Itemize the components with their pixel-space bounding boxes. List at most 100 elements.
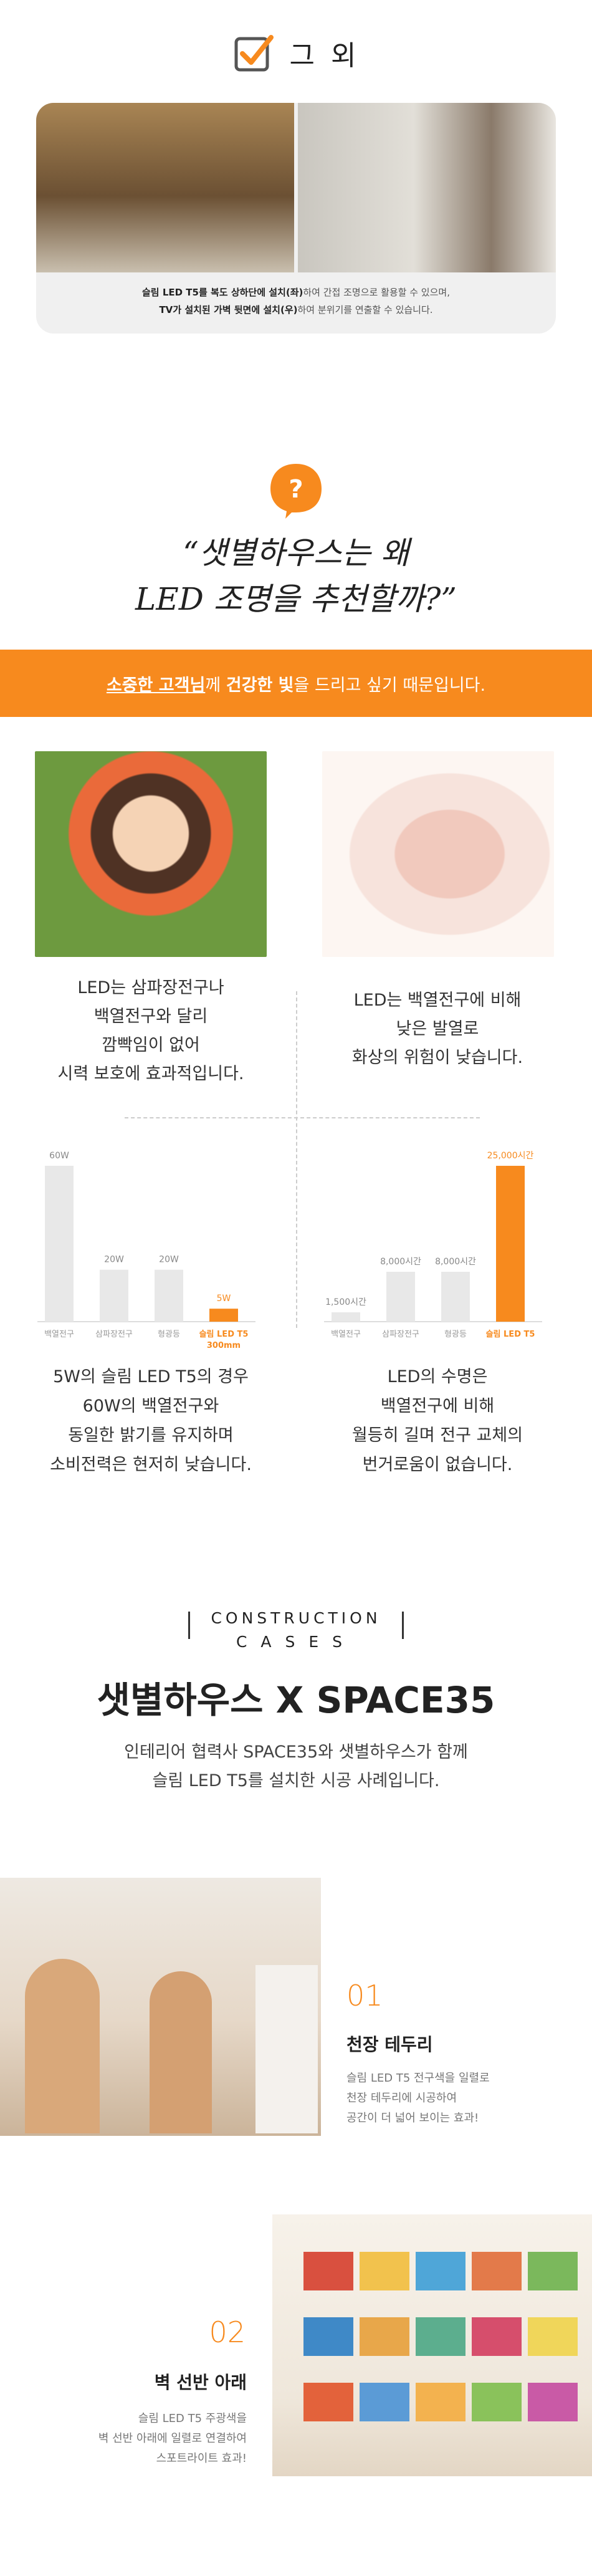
shelf <box>255 1965 318 2133</box>
question-mark: ? <box>289 475 303 504</box>
lifespan-bar <box>332 1312 360 1322</box>
benefit-right-line: 낮은 발열로 <box>396 1019 479 1039</box>
question-badge-icon: ? <box>267 461 325 520</box>
power-chart: 60W 백열전구 20W 삼파장전구 20W 형광등 5W 슬림 LED T5 300mm <box>37 1151 255 1350</box>
book <box>303 2252 353 2290</box>
lifespan-value-label: 8,000시간 <box>435 1257 476 1267</box>
power-value-label: 20W <box>104 1255 124 1265</box>
etc-caption: 슬림 LED T5를 복도 상하단에 설치(좌)하여 간접 조명으로 활용할 수… <box>36 284 556 319</box>
lifespan-desc-line: 번거로움이 없습니다. <box>362 1455 513 1474</box>
reason-banner: 소중한 고객님께 건강한 빛을 드리고 싶기 때문입니다. <box>0 650 592 717</box>
power-category-label: 슬림 LED T5 <box>199 1330 249 1339</box>
lifespan-category-label: 슬림 LED T5 <box>486 1330 535 1339</box>
case2-desc-line: 벽 선반 아래에 일렬로 연결하여 <box>98 2432 247 2445</box>
divider-horizontal <box>125 1117 480 1118</box>
book <box>472 2317 522 2356</box>
benefit-left-line: 깜빡임이 없어 <box>102 1036 200 1055</box>
lifespan-desc-line: LED의 수명은 <box>387 1367 488 1387</box>
benefit-low-heat: LED는 백열전구에 비해 낮은 발열로 화상의 위험이 낮습니다. <box>324 986 551 1072</box>
case2-desc-line: 스포트라이트 효과! <box>156 2452 247 2465</box>
book <box>416 2383 465 2421</box>
banner-healthy-light: 건강한 빛 <box>226 675 294 695</box>
benefit-right-line: LED는 백열전구에 비해 <box>353 991 522 1010</box>
book <box>416 2317 465 2356</box>
caption-line1-bold: 슬림 LED T5를 복도 상하단에 설치(좌) <box>142 287 303 298</box>
power-bar <box>209 1309 238 1322</box>
banner-text1: 께 <box>205 675 226 695</box>
benefit-right-line: 화상의 위험이 낮습니다. <box>351 1048 523 1067</box>
book <box>472 2252 522 2290</box>
cc-bar-left <box>188 1612 190 1639</box>
case1-number: 01 <box>346 1979 383 2012</box>
corridor-photo <box>36 103 294 272</box>
question-title-line2: LED 조명을 추천할까?” <box>135 581 457 617</box>
case1-desc-line: 천장 테두리에 시공하여 <box>346 2092 457 2105</box>
living-room-photo <box>298 103 556 272</box>
case2-number: 02 <box>209 2315 246 2349</box>
power-bar <box>155 1269 183 1322</box>
caption-line2-rest: 하여 분위기를 연출할 수 있습니다. <box>297 304 433 315</box>
checkbox-check-icon <box>232 31 276 75</box>
book <box>360 2252 409 2290</box>
power-value-label: 60W <box>49 1151 69 1161</box>
arched-door <box>25 1959 100 2133</box>
shelf-row <box>303 2317 578 2356</box>
banner-text2: 을 드리고 싶기 때문입니다. <box>294 675 486 695</box>
power-value-label: 5W <box>217 1294 231 1304</box>
book <box>416 2252 465 2290</box>
case2-desc-line: 슬림 LED T5 주광색을 <box>138 2412 247 2425</box>
case1-name: 천장 테두리 <box>346 2034 433 2055</box>
lifespan-category-label: 백열전구 <box>331 1330 361 1339</box>
cases-title: 샛별하우스 X SPACE35 <box>97 1679 495 1721</box>
benefit-eye-protection: LED는 삼파장전구나 백열전구와 달리 깜빡임이 없어 시력 보호에 효과적입… <box>37 974 264 1089</box>
etc-title: 그 외 <box>289 40 360 72</box>
shelf-row <box>303 2252 578 2290</box>
power-bar <box>45 1166 74 1322</box>
banner-customer: 소중한 고객님 <box>106 675 206 695</box>
power-description: 5W의 슬림 LED T5의 경우 60W의 백열전구와 동일한 밝기를 유지하… <box>37 1362 264 1479</box>
book <box>472 2383 522 2421</box>
book <box>303 2317 353 2356</box>
lifespan-bar <box>441 1272 470 1322</box>
lifespan-category-label: 형광등 <box>444 1330 467 1339</box>
power-category-label: 형광등 <box>158 1330 180 1339</box>
book <box>360 2317 409 2356</box>
book <box>528 2252 578 2290</box>
book <box>303 2383 353 2421</box>
lifespan-bar <box>496 1166 525 1322</box>
cases-sub-line1: 인테리어 협력사 SPACE35와 샛별하우스가 함께 <box>124 1742 468 1762</box>
case2-name: 벽 선반 아래 <box>154 2372 247 2393</box>
benefit-left-line: 백열전구와 달리 <box>93 1007 208 1026</box>
case2-photo <box>272 2214 592 2476</box>
lifespan-value-label: 25,000시간 <box>487 1151 534 1161</box>
lifespan-desc-line: 월등히 길며 전구 교체의 <box>351 1426 523 1445</box>
cases-subtitle: 인테리어 협력사 SPACE35와 샛별하우스가 함께 슬림 LED T5를 설… <box>0 1738 592 1795</box>
case1-description: 슬림 LED T5 전구색을 일렬로 천장 테두리에 시공하여 공간이 더 넓어… <box>346 2069 490 2128</box>
cc-heading-line1: CONSTRUCTION <box>211 1609 381 1627</box>
caption-line2-bold: TV가 설치된 가벽 뒷면에 설치(우) <box>159 304 298 315</box>
lifespan-category-label: 삼파장전구 <box>382 1330 419 1339</box>
power-category-label: 삼파장전구 <box>95 1330 133 1339</box>
lifespan-desc-line: 백열전구에 비해 <box>380 1396 495 1416</box>
lifespan-description: LED의 수명은 백열전구에 비해 월등히 길며 전구 교체의 번거로움이 없습… <box>324 1362 551 1479</box>
benefit-left-line: LED는 삼파장전구나 <box>77 978 224 997</box>
cases-sub-line2: 슬림 LED T5를 설치한 시공 사례입니다. <box>152 1771 440 1790</box>
lifespan-bar <box>386 1272 415 1322</box>
shelf-row <box>303 2383 578 2421</box>
book <box>360 2383 409 2421</box>
cc-bar-right <box>402 1612 404 1639</box>
book <box>528 2383 578 2421</box>
power-category-label: 300mm <box>207 1341 241 1350</box>
arched-door <box>150 1971 212 2133</box>
case1-photo <box>0 1878 321 2136</box>
question-title-line1: “샛별하우스는 왜 <box>183 535 409 571</box>
power-desc-line: 5W의 슬림 LED T5의 경우 <box>53 1367 249 1387</box>
book <box>528 2317 578 2356</box>
case1-desc-line: 공간이 더 넓어 보이는 효과! <box>346 2112 479 2125</box>
power-desc-line: 60W의 백열전구와 <box>82 1396 219 1416</box>
etc-header: 그 외 <box>0 25 592 81</box>
power-desc-line: 동일한 밝기를 유지하며 <box>68 1426 234 1445</box>
caption-line1-rest: 하여 간접 조명으로 활용할 수 있으며, <box>303 287 450 298</box>
case1-desc-line: 슬림 LED T5 전구색을 일렬로 <box>346 2072 490 2085</box>
